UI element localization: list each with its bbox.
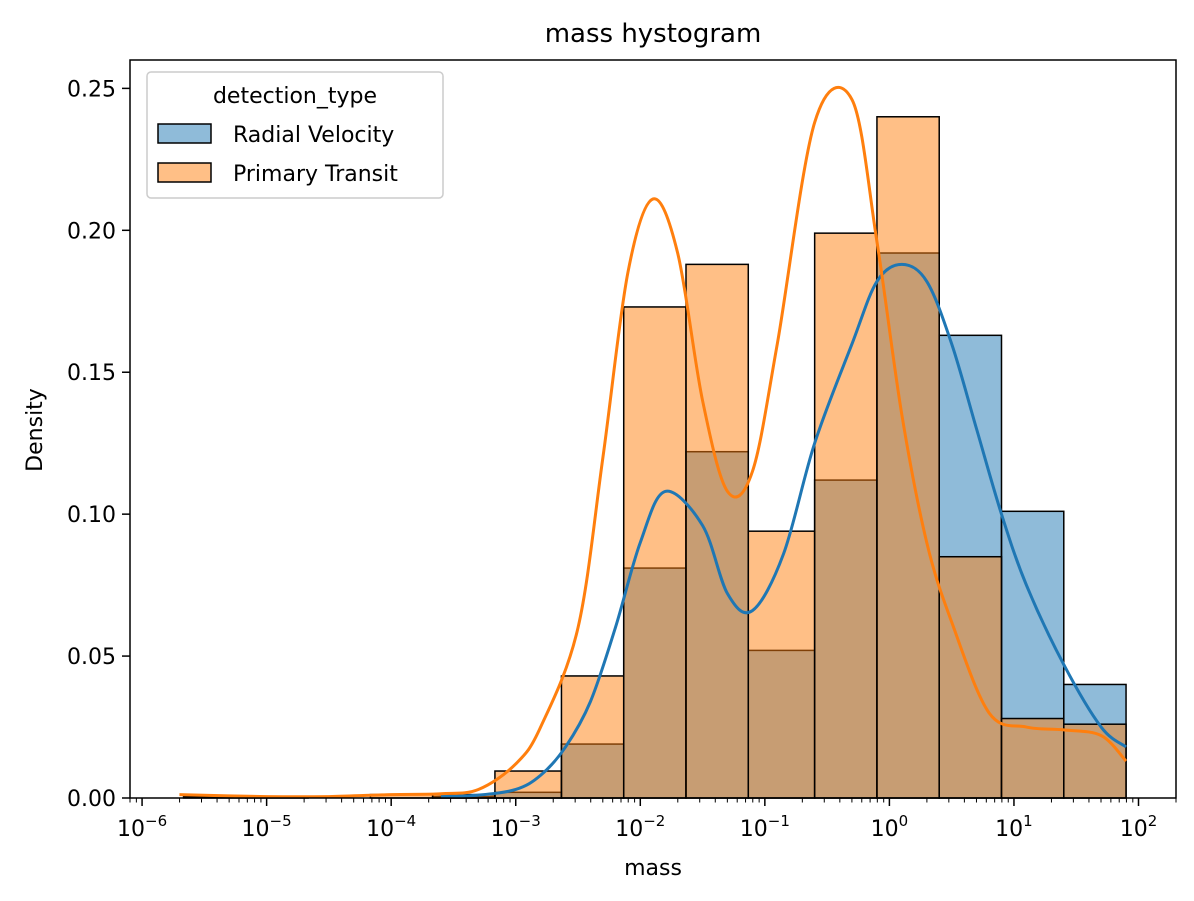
y-tick-label-5: 0.25 (67, 77, 116, 102)
x-tick-label-8: 102 (1120, 812, 1158, 842)
bar-primary-transit-13 (1000, 717, 1065, 799)
x-tick-label-7: 101 (995, 812, 1033, 842)
legend-swatch-radial-velocity (157, 123, 212, 144)
bar-primary-transit-9 (747, 530, 816, 799)
bar-primary-transit-8 (685, 263, 750, 799)
legend-label-primary-transit: Primary Transit (233, 162, 398, 187)
bar-primary-transit-7 (622, 306, 687, 799)
legend-label-radial-velocity: Radial Velocity (233, 123, 394, 148)
x-tick-label-6: 100 (871, 812, 909, 842)
plot-frame (129, 59, 1177, 799)
y-axis-ticks: 0.00 0.05 0.10 0.15 0.20 0.25 (67, 77, 130, 812)
kde-curves (179, 86, 1128, 799)
x-tick-label-2: 10−4 (366, 812, 416, 842)
legend: detection_type Radial Velocity Primary T… (146, 71, 444, 199)
x-axis-label: mass (624, 856, 682, 881)
chart-title: mass hystogram (545, 19, 762, 49)
y-axis-label: Density (23, 388, 48, 472)
y-tick-label-2: 0.10 (67, 503, 116, 528)
kde-line-primary-transit (179, 86, 1128, 799)
legend-box (146, 71, 444, 199)
bar-primary-transit-14 (1063, 723, 1127, 799)
x-tick-label-1: 10−5 (242, 812, 292, 842)
y-tick-label-0: 0.00 (67, 787, 116, 812)
x-axis-ticks: 10−6 10−5 10−4 10−3 10−2 10−1 100 101 102 (117, 798, 1177, 842)
legend-title: detection_type (213, 84, 377, 109)
y-tick-label-4: 0.20 (67, 219, 116, 244)
x-tick-label-0: 10−6 (117, 812, 167, 842)
y-tick-label-1: 0.05 (67, 645, 116, 670)
x-tick-label-3: 10−3 (491, 812, 541, 842)
kde-line-radial-velocity (440, 262, 1127, 799)
x-tick-label-4: 10−2 (615, 812, 665, 842)
bar-primary-transit-10 (813, 232, 878, 799)
histogram-bars (182, 116, 1127, 799)
legend-swatch-primary-transit (157, 162, 212, 183)
y-tick-label-3: 0.15 (67, 361, 116, 386)
x-tick-label-5: 10−1 (740, 812, 790, 842)
